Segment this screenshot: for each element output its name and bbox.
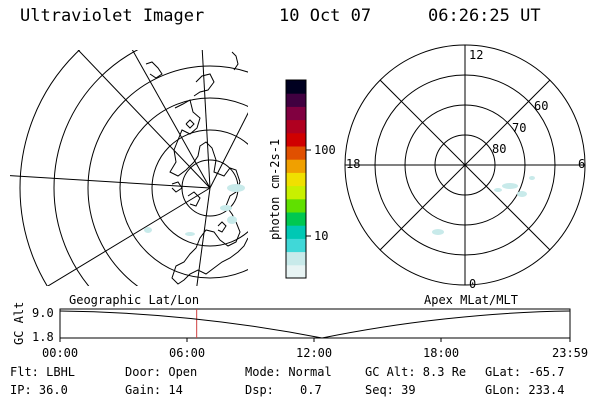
color-scale-segment bbox=[286, 93, 306, 107]
polar-plot bbox=[344, 44, 586, 286]
mlt-label-18: 18 bbox=[346, 157, 360, 171]
color-scale-segment bbox=[286, 80, 306, 94]
color-scale-segment bbox=[286, 225, 306, 239]
coastline bbox=[217, 221, 227, 233]
coastline bbox=[171, 181, 183, 193]
info-seq: Seq: 39 bbox=[365, 383, 416, 397]
timeline-x-tick-1800: 18:00 bbox=[423, 346, 459, 360]
color-scale-segment bbox=[286, 106, 306, 121]
coastline bbox=[169, 99, 248, 285]
mlat-label-60: 60 bbox=[534, 99, 548, 113]
mlt-label-12: 12 bbox=[469, 48, 483, 62]
timeline-x-tick-0600: 06:00 bbox=[169, 346, 205, 360]
color-scale-tick-100: 100 bbox=[314, 143, 336, 157]
timeline-axis-label: GC Alt bbox=[12, 302, 26, 345]
color-scale-segment bbox=[286, 146, 306, 160]
mlat-label-80: 80 bbox=[492, 142, 506, 156]
coastline bbox=[145, 61, 163, 79]
info-glon: GLon: 233.4 bbox=[485, 383, 564, 397]
timeline-right-caption: Apex MLat/MLT bbox=[424, 293, 518, 307]
info-dsp-value: 0.7 bbox=[300, 383, 322, 397]
timeline-y-tick-bottom: 1.8 bbox=[32, 330, 54, 344]
color-scale-tick-10: 10 bbox=[314, 229, 328, 243]
aurora-emission-polar bbox=[432, 176, 535, 235]
info-flt: Flt: LBHL bbox=[10, 365, 75, 379]
coastline bbox=[231, 51, 239, 71]
color-scale-segment bbox=[286, 172, 306, 187]
info-gc-alt: GC Alt: 8.3 Re bbox=[365, 365, 466, 379]
coastline bbox=[187, 191, 201, 207]
timeline-x-tick-2359: 23:59 bbox=[552, 346, 588, 360]
observation-time: 06:26:25 UT bbox=[428, 6, 541, 26]
coastline bbox=[193, 73, 215, 97]
color-scale-segment bbox=[286, 132, 306, 147]
color-scale-segment bbox=[286, 264, 306, 279]
timeline-x-tick-0000: 00:00 bbox=[42, 346, 78, 360]
timeline-frame bbox=[59, 308, 571, 339]
color-scale-unit-label: photon cm-2s-1 bbox=[268, 139, 282, 240]
color-scale-segment bbox=[286, 238, 306, 253]
observation-date: 10 Oct 07 bbox=[279, 6, 372, 26]
color-scale-bar bbox=[285, 79, 307, 279]
color-scale-segment bbox=[286, 198, 306, 213]
coastline bbox=[185, 119, 195, 129]
timeline-y-tick-top: 9.0 bbox=[32, 306, 54, 320]
timeline-x-ticks-marks bbox=[59, 338, 571, 342]
mlt-label-0: 0 bbox=[469, 277, 476, 291]
timeline-x-tick-1200: 12:00 bbox=[296, 346, 332, 360]
orbit-altitude-curve bbox=[59, 310, 571, 339]
info-door: Door: Open bbox=[125, 365, 197, 379]
info-dsp-label: Dsp: bbox=[245, 383, 274, 397]
info-glat: GLat: -65.7 bbox=[485, 365, 564, 379]
mlt-label-6: 6 bbox=[578, 157, 585, 171]
mlat-label-70: 70 bbox=[512, 121, 526, 135]
color-scale-segment bbox=[286, 251, 306, 266]
info-mode: Mode: Normal bbox=[245, 365, 332, 379]
color-scale-segment bbox=[286, 159, 306, 173]
app-title: Ultraviolet Imager bbox=[20, 6, 205, 26]
geographic-map bbox=[10, 50, 248, 286]
color-scale-segment bbox=[286, 212, 306, 226]
color-scale-segment bbox=[286, 119, 306, 134]
color-scale-ticks bbox=[306, 149, 311, 237]
aurora-emission-left bbox=[144, 184, 245, 236]
color-scale-segment bbox=[286, 185, 306, 200]
timeline-left-caption: Geographic Lat/Lon bbox=[69, 293, 199, 307]
color-scale-border bbox=[285, 79, 307, 279]
info-ip: IP: 36.0 bbox=[10, 383, 68, 397]
info-gain: Gain: 14 bbox=[125, 383, 183, 397]
